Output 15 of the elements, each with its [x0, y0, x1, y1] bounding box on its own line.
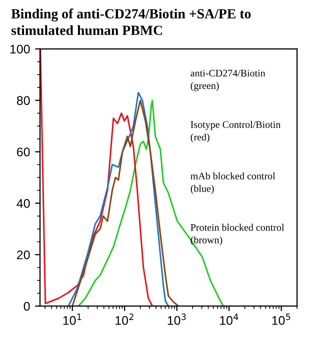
y-tick-label: 100	[10, 44, 30, 54]
y-tick-label: 20	[17, 250, 30, 260]
y-tick-label: 0	[24, 302, 30, 311]
annotation: Isotype Control/Biotin (red)	[190, 120, 280, 143]
annotation: anti-CD274/Biotin (green)	[190, 70, 266, 92]
y-tick-label: 80	[16, 96, 30, 105]
y-tick-label: 60	[17, 148, 30, 156]
annotation: mAb blocked control (blue)	[190, 172, 276, 194]
x-tick-label: 10$^{3}$	[168, 313, 186, 325]
x-tick-label: 10$^{5}$	[272, 314, 290, 325]
x-tick-label: 10$^{1}$	[63, 314, 82, 325]
chart-title: Binding of anti-CD274/Biotin +SA/PE to stimulated human PBMC	[11, 8, 251, 36]
x-tick-label: 10$^{4}$	[220, 314, 238, 325]
x-tick-label: 10$^{2}$	[116, 313, 134, 325]
y-tick-label: 40	[16, 199, 30, 208]
